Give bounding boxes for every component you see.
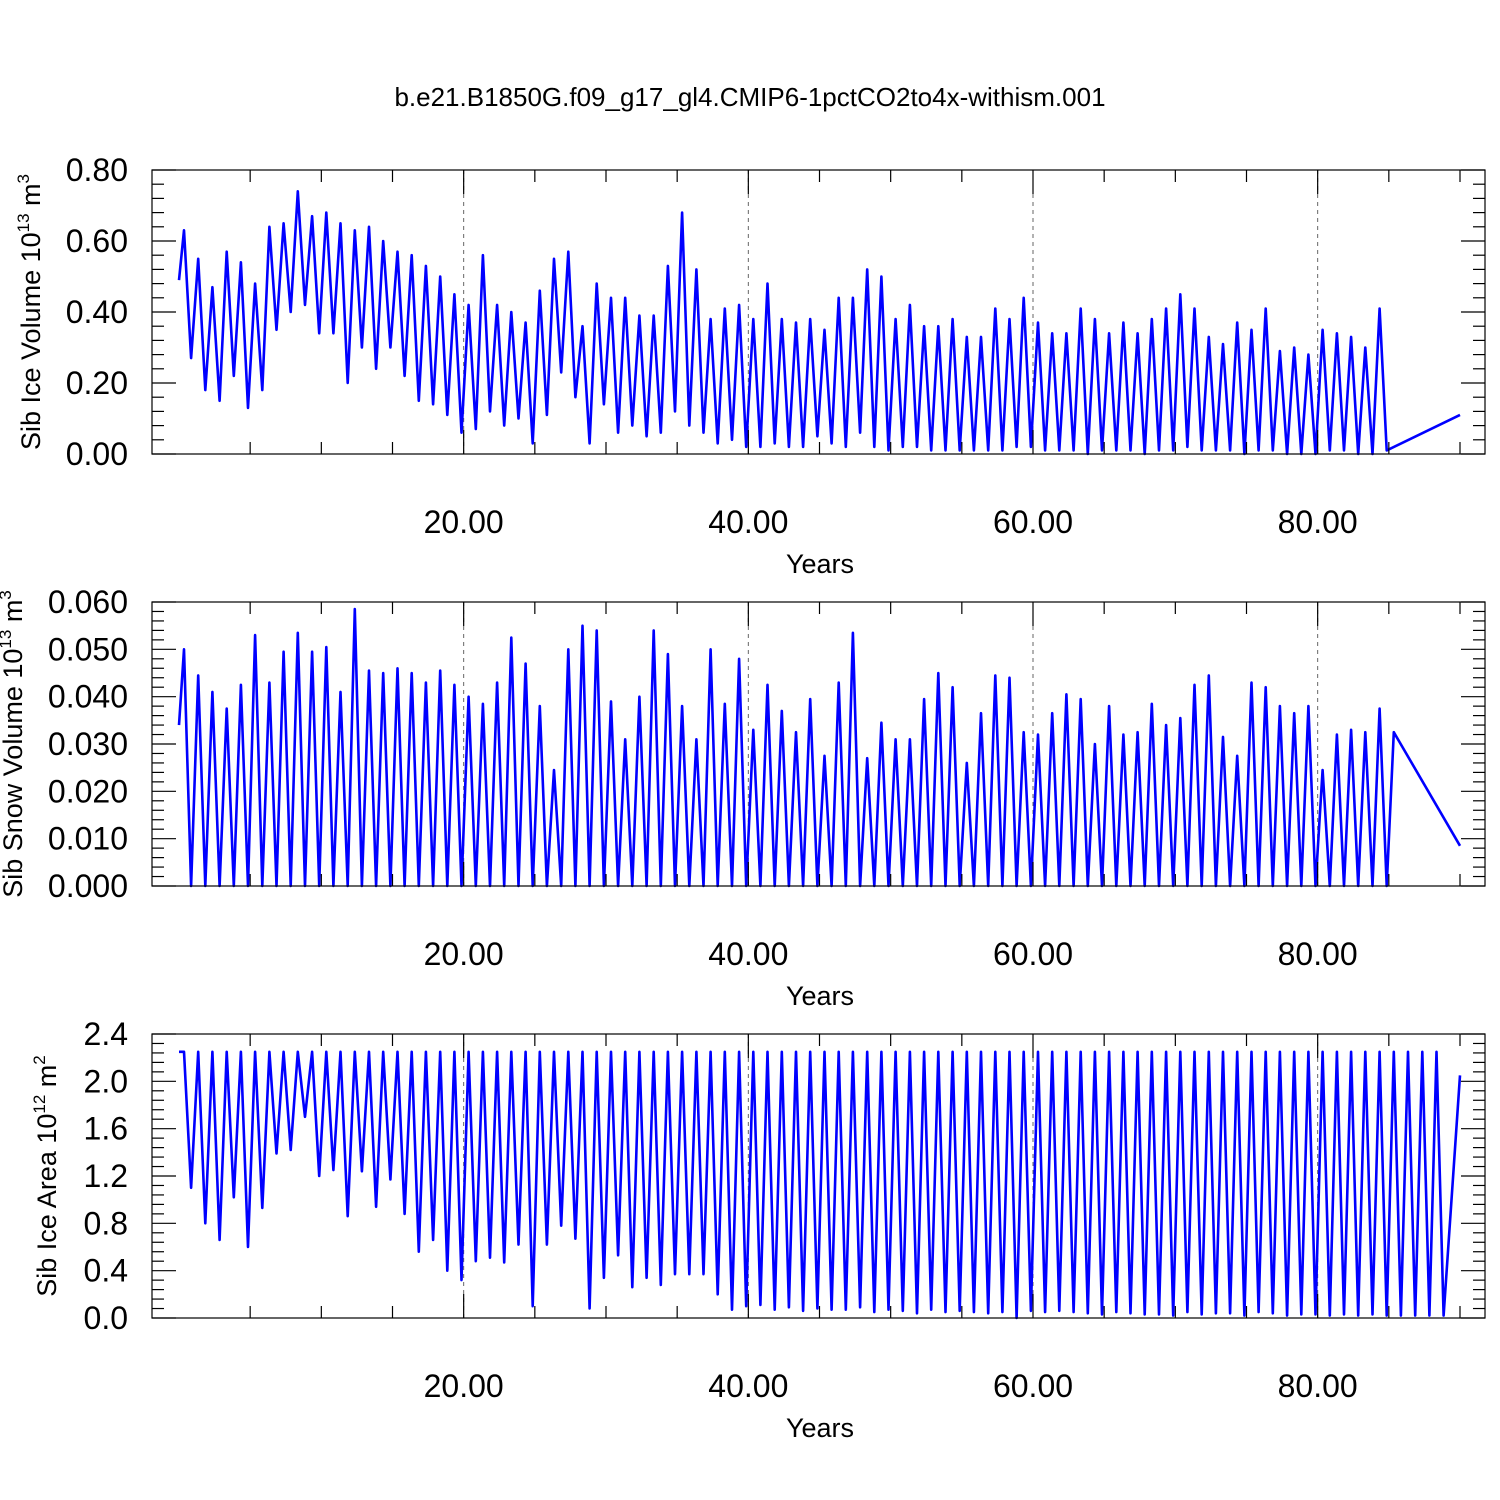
x-tick-label: 20.00 xyxy=(424,1368,504,1404)
y-tick-label: 0.40 xyxy=(66,294,128,330)
y-axis-label-exponent: 13 xyxy=(0,630,15,649)
y-tick-label: 0.020 xyxy=(48,773,128,809)
y-tick-label: 0.80 xyxy=(66,152,128,188)
y-tick-label: 0.4 xyxy=(84,1253,128,1289)
y-tick-label: 0.060 xyxy=(48,584,128,620)
x-tick-label: 80.00 xyxy=(1278,1368,1358,1404)
data-series-line xyxy=(177,607,1462,888)
y-axis-label-exponent: 3 xyxy=(14,174,33,183)
x-axis-label: Years xyxy=(786,549,854,579)
y-tick-label: 0.000 xyxy=(48,868,128,904)
panel-3: 0.0 0.4 0.8 1.2 1.6 2.0 2.4 20.00 40.00 60.00 80.0… xyxy=(30,1016,1486,1443)
x-tick-label: 40.00 xyxy=(708,504,788,540)
y-tick-label: 1.2 xyxy=(84,1158,128,1194)
y-axis-label-exponent: 2 xyxy=(30,1055,49,1064)
data-series-line xyxy=(179,1050,1462,1320)
y-tick-label: 0.050 xyxy=(48,631,128,667)
x-tick-label: 60.00 xyxy=(993,504,1073,540)
x-tick-label: 80.00 xyxy=(1278,936,1358,972)
y-axis-label: Sib Ice Area 1012 m2 xyxy=(30,1055,62,1297)
x-axis-label: Years xyxy=(786,981,854,1011)
y-axis-label: Sib Ice Volume 1013 m3 xyxy=(14,174,46,450)
y-tick-label: 0.20 xyxy=(66,365,128,401)
y-axis-label-text: Sib Ice Area 10 xyxy=(32,1114,62,1297)
x-tick-label: 40.00 xyxy=(708,1368,788,1404)
y-axis-label: Sib Snow Volume 1013 m3 xyxy=(0,590,28,898)
panel-2: 0.000 0.010 0.020 0.030 0.040 0.050 0.060 20.00… xyxy=(0,584,1486,1011)
y-axis-label-exponent: 13 xyxy=(14,213,33,232)
y-tick-label: 1.6 xyxy=(84,1111,128,1147)
x-tick-label: 60.00 xyxy=(993,1368,1073,1404)
y-tick-label: 0.0 xyxy=(84,1300,128,1336)
y-tick-label: 0.8 xyxy=(84,1205,128,1241)
data-series-line xyxy=(177,190,1461,456)
y-tick-label: 0.030 xyxy=(48,726,128,762)
x-tick-label: 20.00 xyxy=(424,936,504,972)
y-axis-label-exponent: 3 xyxy=(0,590,15,599)
x-axis-label: Years xyxy=(786,1413,854,1443)
y-tick-label: 2.4 xyxy=(84,1016,128,1052)
panel-1: 0.00 0.20 0.40 0.60 0.80 20.00 40.00 60.00 80.00… xyxy=(14,152,1486,579)
y-tick-label: 0.60 xyxy=(66,223,128,259)
y-axis-label-text: m xyxy=(16,183,46,213)
figure-title: b.e21.B1850G.f09_g17_gl4.CMIP6-1pctCO2to… xyxy=(394,82,1105,112)
x-tick-label: 40.00 xyxy=(708,936,788,972)
y-axis-label-text: Sib Snow Volume 10 xyxy=(0,649,28,898)
x-tick-label: 80.00 xyxy=(1278,504,1358,540)
y-axis-label-text: m xyxy=(32,1065,62,1095)
y-tick-label: 2.0 xyxy=(84,1063,128,1099)
y-tick-label: 0.00 xyxy=(66,436,128,472)
y-axis-label-text: Sib Ice Volume 10 xyxy=(16,232,46,450)
x-tick-label: 60.00 xyxy=(993,936,1073,972)
x-tick-label: 20.00 xyxy=(424,504,504,540)
y-tick-label: 0.040 xyxy=(48,679,128,715)
y-tick-label: 0.010 xyxy=(48,821,128,857)
y-axis-label-text: m xyxy=(0,600,28,630)
y-axis-label-exponent: 12 xyxy=(30,1095,49,1114)
